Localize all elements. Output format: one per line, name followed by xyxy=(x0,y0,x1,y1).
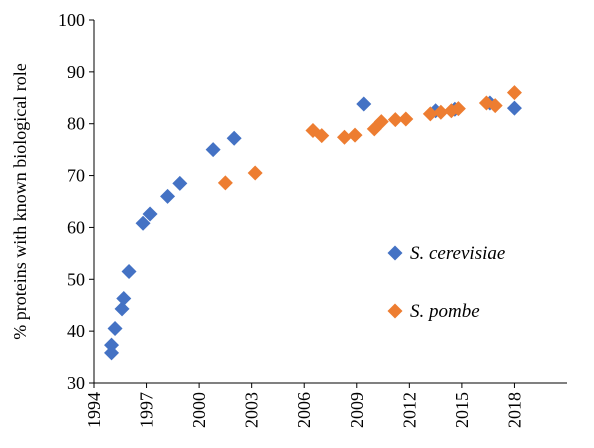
data-point-s-pombe xyxy=(373,114,389,130)
data-point-s-cerevisiae xyxy=(142,206,158,222)
data-point-s-cerevisiae xyxy=(356,96,372,112)
data-point-s-pombe xyxy=(506,85,522,101)
y-tick-label: 40 xyxy=(67,321,85,341)
data-point-s-cerevisiae xyxy=(116,290,132,306)
data-point-s-pombe xyxy=(433,104,449,120)
data-point-s-cerevisiae xyxy=(135,215,151,231)
data-point-s-pombe xyxy=(422,106,438,122)
x-tick-label: 2018 xyxy=(504,392,524,428)
data-point-s-pombe xyxy=(387,112,403,128)
data-points xyxy=(104,85,522,361)
x-tick-label: 2012 xyxy=(399,392,419,428)
legend-marker-s-pombe xyxy=(387,303,403,319)
legend-label-s-pombe: S. pombe xyxy=(410,301,480,322)
data-point-s-cerevisiae xyxy=(172,175,188,191)
data-point-s-cerevisiae xyxy=(121,264,137,280)
y-tick-label: 50 xyxy=(67,269,85,289)
data-point-s-pombe xyxy=(337,129,353,145)
x-tick-label: 1997 xyxy=(137,392,157,428)
data-point-s-cerevisiae xyxy=(160,188,176,204)
data-point-s-pombe xyxy=(314,128,330,144)
y-tick-label: 80 xyxy=(67,114,85,134)
legend: S. cerevisiae S. pombe xyxy=(387,243,505,322)
legend-marker-s-cerevisiae xyxy=(387,245,403,261)
data-point-s-pombe xyxy=(347,127,363,143)
data-point-s-cerevisiae xyxy=(104,345,120,361)
y-tick-label: 90 xyxy=(67,62,85,82)
x-tick-label: 2015 xyxy=(452,392,472,428)
data-point-s-cerevisiae xyxy=(506,100,522,116)
data-point-s-pombe xyxy=(450,101,466,117)
y-tick-label: 100 xyxy=(58,10,85,30)
legend-label-s-cerevisiae: S. cerevisiae xyxy=(410,243,505,264)
data-point-s-pombe xyxy=(247,165,263,181)
data-point-s-cerevisiae xyxy=(226,130,242,146)
data-point-s-cerevisiae xyxy=(107,321,123,337)
data-point-s-pombe xyxy=(217,175,233,191)
x-tick-label: 2003 xyxy=(242,392,262,428)
data-point-s-pombe xyxy=(487,98,503,114)
y-axis-title: % proteins with known biological role xyxy=(10,63,30,339)
y-tick-label: 70 xyxy=(67,166,85,186)
data-point-s-cerevisiae xyxy=(205,142,221,158)
y-tick-label: 60 xyxy=(67,217,85,237)
axes xyxy=(93,20,567,384)
data-point-s-pombe xyxy=(398,111,414,127)
data-point-s-cerevisiae xyxy=(104,337,120,353)
ticks: 30 40 50 60 70 80 90 100 1994 1997 2000 2003 2006 200… xyxy=(58,10,524,428)
data-point-s-cerevisiae xyxy=(114,301,130,317)
y-tick-label: 30 xyxy=(67,373,85,393)
x-tick-label: 1994 xyxy=(84,392,104,428)
x-tick-label: 2009 xyxy=(347,392,367,428)
x-tick-label: 2000 xyxy=(189,392,209,428)
x-tick-label: 2006 xyxy=(294,392,314,428)
